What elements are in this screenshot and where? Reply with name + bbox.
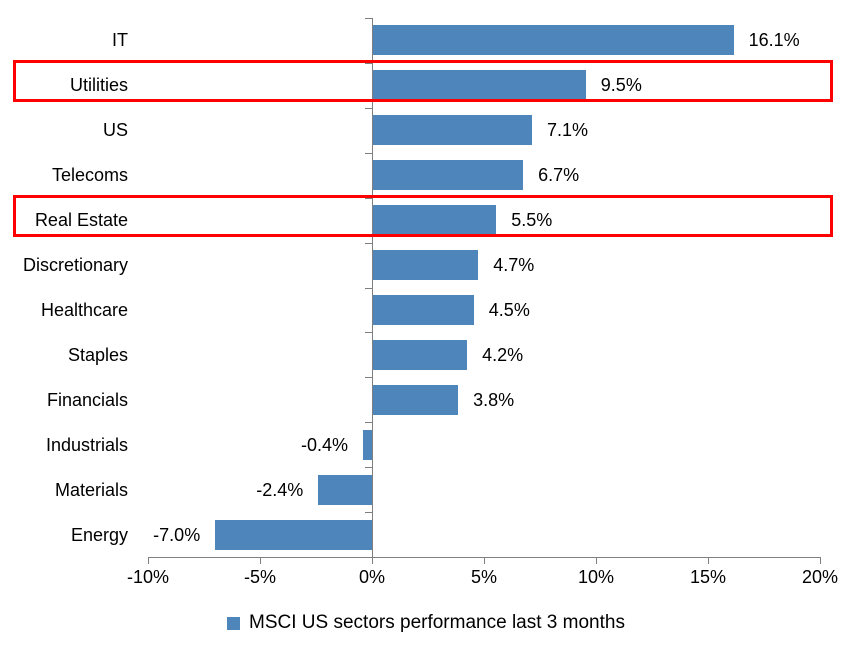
value-label: 16.1%	[748, 30, 800, 51]
category-axis-tick	[365, 422, 372, 424]
category-axis-line	[372, 18, 373, 557]
category-axis-tick	[365, 377, 372, 379]
value-axis-tick-label: -10%	[126, 567, 170, 587]
bar	[373, 339, 468, 370]
value-axis-tick	[708, 558, 709, 564]
category-label: Materials	[54, 479, 128, 500]
category-label: Utilities	[69, 75, 128, 96]
category-axis-tick	[365, 152, 372, 154]
bar	[373, 25, 734, 56]
value-label: 7.1%	[547, 120, 589, 141]
category-axis-tick	[365, 332, 372, 334]
category-axis-tick	[365, 18, 372, 19]
value-label: 4.5%	[488, 299, 530, 320]
category-label: Financials	[46, 389, 128, 410]
value-axis-tick	[484, 558, 485, 564]
bar	[373, 294, 474, 325]
category-axis-tick	[365, 197, 372, 199]
chart-legend: MSCI US sectors performance last 3 month…	[0, 611, 852, 635]
value-axis-tick-label: 10%	[577, 567, 615, 587]
legend-square-icon	[227, 616, 241, 630]
bar	[373, 115, 533, 146]
category-label: Telecoms	[51, 165, 128, 186]
value-label: -0.4%	[301, 434, 349, 455]
category-label: IT	[112, 30, 128, 51]
category-axis-tick	[365, 467, 372, 469]
highlight-box	[13, 194, 833, 237]
value-label: 4.7%	[493, 255, 535, 276]
bar	[373, 205, 497, 236]
value-label: 6.7%	[538, 165, 580, 186]
value-label: -2.4%	[256, 479, 304, 500]
value-axis-tick-label: 0%	[358, 567, 386, 587]
value-axis-tick	[148, 558, 149, 564]
value-label: 4.2%	[482, 344, 524, 365]
category-axis-tick	[365, 512, 372, 514]
value-axis-tick-label: 5%	[470, 567, 498, 587]
value-axis-tick-label: 15%	[689, 567, 727, 587]
value-label: 5.5%	[511, 210, 553, 231]
bar	[373, 250, 479, 281]
bar	[373, 70, 586, 101]
category-label: Industrials	[45, 434, 128, 455]
bar	[373, 160, 524, 191]
category-label: US	[102, 120, 128, 141]
value-label: 3.8%	[473, 389, 515, 410]
legend-label: MSCI US sectors performance last 3 month…	[249, 612, 625, 633]
value-label: 9.5%	[600, 75, 642, 96]
bar	[373, 384, 459, 415]
category-axis-tick	[365, 62, 372, 64]
value-axis-tick-label: -5%	[243, 567, 277, 587]
value-axis-tick	[596, 558, 597, 564]
value-axis-line	[148, 557, 821, 558]
category-label: Discretionary	[22, 255, 128, 276]
category-axis-tick	[365, 287, 372, 289]
highlight-box	[13, 59, 833, 102]
bar	[215, 519, 372, 550]
bar	[363, 429, 372, 460]
value-axis-tick	[820, 558, 821, 564]
category-label: Real Estate	[34, 210, 128, 231]
bar	[318, 474, 372, 505]
category-label: Staples	[67, 344, 128, 365]
value-axis-tick	[372, 558, 373, 564]
category-label: Healthcare	[40, 299, 128, 320]
value-axis-tick-label: 20%	[801, 567, 839, 587]
category-label: Energy	[70, 524, 128, 545]
value-axis-tick	[260, 558, 261, 564]
category-axis-tick	[365, 242, 372, 244]
value-label: -7.0%	[153, 524, 201, 545]
category-axis-tick	[365, 107, 372, 109]
